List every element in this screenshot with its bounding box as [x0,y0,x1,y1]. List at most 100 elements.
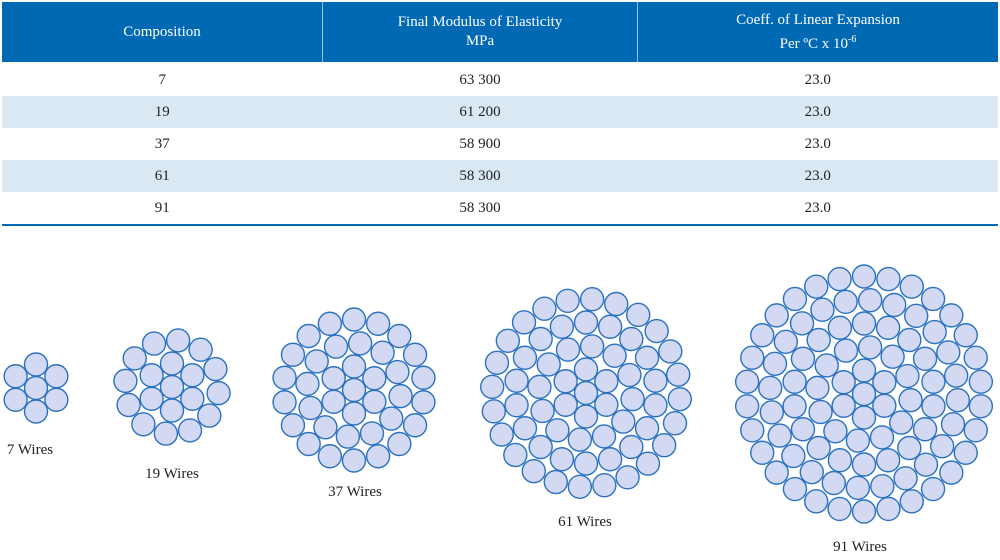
wire [296,431,321,457]
wire [553,392,578,417]
wire [521,458,546,484]
wire [317,311,343,336]
wire [895,363,920,389]
wire [323,334,349,359]
wire [936,340,961,365]
wire [953,323,978,348]
wire [159,374,185,400]
diagram-label: 61 Wires [558,514,612,530]
wire [643,368,668,393]
wire [912,417,938,442]
wire [604,291,629,317]
wire [782,286,808,312]
wire [806,435,831,461]
wire [827,266,852,292]
table-row: 7 63 300 23.0 [2,64,998,96]
wire [495,328,521,353]
wire [875,315,901,340]
wire [139,363,164,388]
table-row: 91 58 300 23.0 [2,192,998,226]
wire [23,375,49,401]
properties-table: Composition Final Modulus of Elasticity M… [2,2,998,226]
wire [658,339,683,364]
wire [943,363,969,388]
table-row: 61 58 300 23.0 [2,160,998,192]
wire [804,274,829,299]
diagram-label: 91 Wires [833,539,887,555]
cell-modulus: 63 300 [459,71,501,88]
wire [272,365,297,390]
wire [762,351,788,376]
wire [920,476,946,502]
wire [385,359,410,385]
wire [597,447,623,472]
wire [579,334,605,359]
wire [782,476,808,502]
wire [362,389,387,414]
wire [764,460,789,485]
wire [591,424,617,449]
wire [615,465,640,490]
wire [280,342,306,367]
wire [341,307,367,332]
wire [579,287,605,312]
wire [402,413,428,438]
wire [899,489,924,514]
wire [113,368,138,394]
wire [503,442,528,468]
strand-7 [3,352,69,424]
wire [347,331,373,356]
wire [543,469,568,495]
wire [904,303,929,329]
wire [545,418,570,443]
cell-composition: 61 [2,160,323,192]
wire [573,357,599,382]
wire [365,311,391,336]
wire [180,386,205,411]
wire [573,380,599,406]
wire [662,411,688,436]
wire [165,328,191,353]
wire [280,413,306,438]
wire [851,264,877,289]
wire [188,337,213,362]
wire [387,323,412,349]
wire [512,416,538,441]
wire [567,427,593,452]
wire [804,489,829,514]
wire [335,424,361,449]
header-composition: Composition [2,2,323,62]
wire [968,394,994,419]
wire [857,288,883,313]
wire [489,422,514,447]
header-modulus: Final Modulus of Elasticity MPa [322,2,638,62]
wire [411,390,436,415]
wire [530,398,555,424]
wire [764,303,789,328]
wire [644,318,669,344]
wire [897,327,922,353]
wire [821,470,846,496]
wire [321,366,346,391]
wire [611,409,636,434]
wire [553,369,578,394]
wire [814,353,839,378]
wire [634,345,660,370]
wire [341,377,367,403]
diagram-label: 19 Wires [145,466,199,482]
wire [370,340,395,365]
wire [341,354,367,379]
header-expansion: Coeff. of Linear Expansion Per ºC x 10-6 [637,2,998,62]
wire [767,423,792,448]
wire [296,323,321,349]
wire [573,310,599,335]
wire [3,387,28,412]
wire [851,311,877,336]
wire [592,472,617,498]
diagram-label: 7 Wires [6,442,54,458]
wire [617,362,642,388]
wire [665,362,691,387]
wire [939,303,964,328]
wire [897,435,922,461]
